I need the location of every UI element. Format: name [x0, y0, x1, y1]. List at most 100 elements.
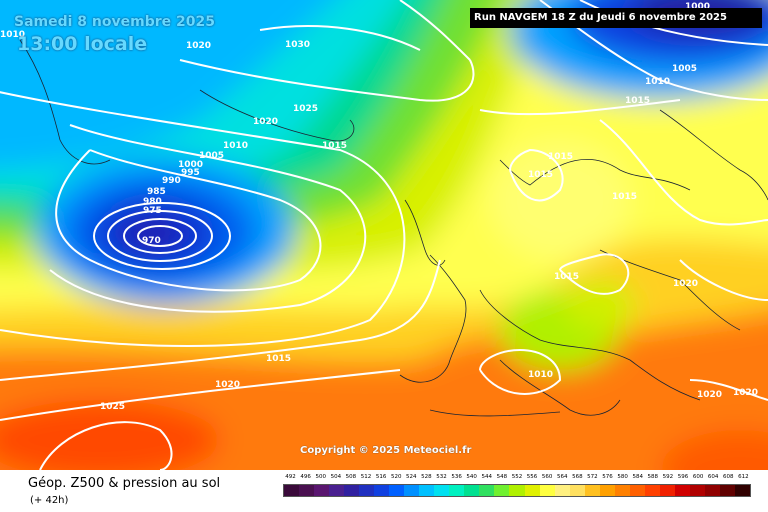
legend-value: 512: [360, 474, 372, 480]
legend-value: 580: [617, 474, 628, 480]
isobar-label: 1020: [215, 380, 240, 390]
legend-value: 552: [511, 474, 523, 480]
legend-swatch: [539, 485, 555, 496]
forecast-time: 13:00 locale: [17, 33, 148, 55]
legend-swatch: [299, 485, 315, 496]
map-canvas: 1010 1020 1030 1025 1020 1010 1015 1005 …: [0, 0, 768, 470]
legend-value: 540: [466, 474, 477, 480]
isobar-label: 1010: [645, 77, 670, 87]
legend-swatch: [284, 485, 300, 496]
legend-swatch: [494, 485, 510, 496]
legend-value: 608: [723, 474, 734, 480]
legend-swatch: [704, 485, 720, 496]
legend-swatch: [644, 485, 660, 496]
isobar-label: 1010: [528, 370, 553, 380]
legend-value: 532: [436, 474, 447, 480]
legend-value: 572: [587, 474, 598, 480]
legend-value: 604: [707, 474, 719, 480]
legend-swatch: [524, 485, 540, 496]
isobars: [0, 0, 768, 470]
legend-value: 596: [677, 474, 689, 480]
legend-value: 568: [572, 474, 583, 480]
legend-swatch: [689, 485, 705, 496]
isobar-label: 1020: [673, 279, 698, 289]
legend-swatch: [419, 485, 435, 496]
legend-value: 500: [315, 474, 326, 480]
isobar-label: 1015: [266, 354, 291, 364]
isobar-label: 990: [162, 176, 181, 186]
forecast-date: Samedi 8 novembre 2025: [14, 14, 215, 30]
legend-value: 592: [662, 474, 674, 480]
color-legend: 492 496 500 504 508 512 516 520 524 528 532 536 540 5…: [283, 474, 751, 497]
isobar-labels: 1010 1020 1030 1025 1020 1010 1015 1005 …: [0, 2, 758, 412]
legend-swatch: [404, 485, 420, 496]
legend-labels: 492 496 500 504 508 512 516 520 524 528 532 536 540 5…: [283, 474, 751, 480]
legend-value: 576: [602, 474, 613, 480]
legend-swatch: [509, 485, 525, 496]
isobar-label: 970: [142, 236, 161, 246]
model-run-label: Run NAVGEM 18 Z du Jeudi 6 novembre 2025: [470, 8, 762, 28]
isobar-label: 1025: [293, 104, 318, 114]
legend-value: 560: [541, 474, 553, 480]
legend-swatch: [674, 485, 690, 496]
legend-swatch: [314, 485, 330, 496]
isobar-label: 1030: [285, 40, 310, 50]
legend-swatch: [374, 485, 390, 496]
legend-value: 536: [451, 474, 462, 480]
legend-value: 612: [738, 474, 749, 480]
legend-swatch: [434, 485, 450, 496]
isobar-label: 1020: [186, 41, 211, 51]
isobar-label: 980: [143, 197, 162, 207]
footer-panel: Géop. Z500 & pression au sol (+ 42h) 492…: [0, 470, 768, 512]
isobar-label: 1015: [612, 192, 637, 202]
legend-swatch: [629, 485, 645, 496]
isobar-label: 1015: [625, 96, 650, 106]
isobar-label: 1025: [100, 402, 125, 412]
isobar-label: 1015: [548, 152, 573, 162]
legend-color-bar: [283, 484, 751, 497]
weather-map: 1010 1020 1030 1025 1020 1010 1015 1005 …: [0, 0, 768, 470]
legend-value: 588: [647, 474, 659, 480]
isobar-label: 1000: [178, 160, 203, 170]
isobar-label: 975: [143, 206, 162, 216]
isobar-label: 985: [147, 187, 166, 197]
legend-swatch: [719, 485, 735, 496]
legend-value: 528: [421, 474, 432, 480]
isobar-label: 1020: [697, 390, 722, 400]
legend-swatch: [359, 485, 375, 496]
isobar-label: 1005: [199, 151, 224, 161]
legend-swatch: [599, 485, 615, 496]
legend-value: 584: [632, 474, 643, 480]
legend-swatch: [569, 485, 585, 496]
legend-value: 504: [330, 474, 342, 480]
legend-swatch: [659, 485, 675, 496]
legend-value: 556: [526, 474, 538, 480]
isobar-label: 1020: [733, 388, 758, 398]
isobar-label: 1015: [554, 272, 579, 282]
legend-swatch: [449, 485, 465, 496]
legend-swatch: [389, 485, 405, 496]
isobar-label: 1015: [528, 170, 553, 180]
isobar-label: 1000: [685, 2, 710, 12]
legend-swatch: [329, 485, 345, 496]
legend-value: 544: [481, 474, 493, 480]
legend-value: 496: [300, 474, 311, 480]
legend-value: 600: [692, 474, 704, 480]
legend-value: 564: [556, 474, 568, 480]
legend-swatch: [479, 485, 495, 496]
isobar-label: 1005: [672, 64, 697, 74]
geopotential-field: [0, 0, 768, 470]
legend-value: 520: [390, 474, 402, 480]
copyright-notice: Copyright © 2025 Meteociel.fr: [300, 445, 472, 456]
legend-swatch: [614, 485, 630, 496]
isobar-label: 1010: [0, 30, 25, 40]
isobar-label: 1010: [223, 141, 248, 151]
legend-swatch: [554, 485, 570, 496]
legend-value: 492: [285, 474, 296, 480]
legend-swatch: [584, 485, 600, 496]
lead-time: (+ 42h): [30, 495, 69, 506]
legend-value: 524: [406, 474, 417, 480]
product-title: Géop. Z500 & pression au sol: [28, 476, 221, 491]
legend-swatch: [464, 485, 480, 496]
isobar-label: 1015: [322, 141, 347, 151]
